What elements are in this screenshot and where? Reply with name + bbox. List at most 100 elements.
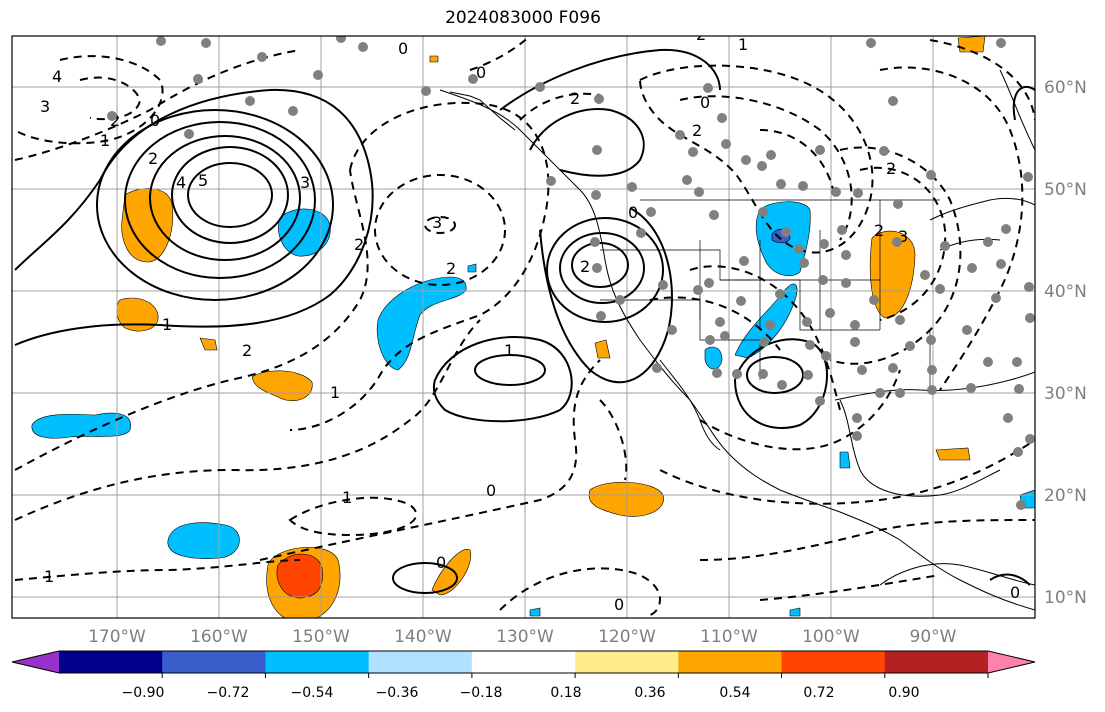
orange-shade — [199, 337, 218, 351]
colorbar-tick-label: −0.18 — [460, 685, 503, 701]
colorbar-extend-low — [12, 651, 59, 673]
contour-label: 0 — [476, 63, 486, 82]
contour-label: 2 — [886, 159, 896, 178]
contour-label: 0 — [150, 111, 160, 130]
colorbar-segment — [265, 651, 370, 673]
blue-shade — [839, 451, 851, 469]
contour-label: 1 — [738, 35, 748, 54]
gridlines — [12, 36, 1035, 618]
lon-label: 120°W — [598, 627, 656, 647]
contour-label: 0 — [628, 203, 638, 222]
blue-shade — [529, 607, 541, 617]
longitude-labels: 170°W 160°W 150°W 140°W 130°W 120°W 110°… — [88, 627, 957, 647]
colorbar-extend-high — [988, 651, 1035, 673]
blue-shade — [789, 607, 801, 617]
lon-label: 140°W — [394, 627, 452, 647]
contour-label: 3 — [40, 97, 50, 116]
positive-contours — [14, 48, 1035, 594]
colorbar-segment — [884, 651, 989, 673]
orange-shade — [588, 481, 664, 517]
colorbar-segment — [678, 651, 783, 673]
colorbar-tick-label: −0.72 — [207, 685, 250, 701]
contour-label: 2 — [446, 259, 456, 278]
lon-label: 110°W — [700, 627, 758, 647]
colorbar-outline — [11, 650, 1036, 674]
contour-label: 1 — [100, 131, 110, 150]
contour-label: 5 — [198, 171, 208, 190]
coastlines — [439, 69, 1035, 611]
contour-label: 2 — [354, 235, 364, 254]
contour-label: 0 — [1010, 583, 1020, 602]
lat-label: 40°N — [1044, 282, 1087, 302]
contour-label: 0 — [436, 553, 446, 572]
contour-label: 2 — [692, 121, 702, 140]
lon-label: 150°W — [292, 627, 350, 647]
contour-label: 2 — [242, 341, 252, 360]
orange-shade — [935, 447, 971, 461]
lat-label: 50°N — [1044, 180, 1087, 200]
blue-shade — [278, 208, 331, 257]
contour-label: 2 — [570, 89, 580, 108]
contour-label: 1 — [342, 488, 352, 507]
contour-label: 2 — [580, 257, 590, 276]
orange-shade — [957, 36, 986, 53]
latitude-labels: 60°N 50°N 40°N 30°N 20°N 10°N — [1044, 78, 1087, 608]
contour-label: 1 — [330, 383, 340, 402]
colorbar — [11, 650, 1036, 678]
lat-label: 10°N — [1044, 588, 1087, 608]
contour-label: 0 — [486, 481, 496, 500]
orange-shade — [594, 339, 611, 359]
lat-label: 30°N — [1044, 384, 1087, 404]
orange-shade — [869, 230, 916, 319]
lon-label: 170°W — [88, 627, 146, 647]
colorbar-tick-label: −0.36 — [376, 685, 419, 701]
contour-label: 2 — [874, 221, 884, 240]
colorbar-tick-label: 0.72 — [803, 685, 834, 701]
blue-shade — [467, 263, 477, 273]
station-dots — [107, 36, 1035, 510]
contour-label: 1 — [162, 315, 172, 334]
colorbar-segment — [162, 651, 266, 673]
contour-label: 0 — [700, 93, 710, 112]
orange-shade — [431, 549, 472, 596]
contour-label: 1 — [504, 341, 514, 360]
contour-label: 0 — [614, 595, 624, 614]
blue-shade — [704, 346, 723, 370]
lon-label: 100°W — [802, 627, 860, 647]
lat-label: 60°N — [1044, 78, 1087, 98]
negative-contours — [14, 36, 1035, 616]
blue-shade — [31, 412, 131, 439]
colorbar-tick-label: −0.90 — [122, 685, 165, 701]
colorbar-segment — [471, 651, 576, 673]
blue-shade — [734, 283, 798, 359]
orange-shade — [429, 55, 439, 63]
contour-label: 4 — [176, 173, 186, 192]
contour-label: 3 — [898, 227, 908, 246]
contour-label: 2 — [696, 25, 706, 44]
lat-label: 20°N — [1044, 486, 1087, 506]
colorbar-tick-label: 0.54 — [719, 685, 750, 701]
contour-label: 1 — [44, 567, 54, 586]
red-shade — [276, 553, 323, 599]
colorbar-segment — [368, 651, 473, 673]
colorbar-tick-labels: −0.90 −0.72 −0.54 −0.36 −0.18 0.18 0.36 … — [122, 685, 920, 701]
lon-label: 160°W — [190, 627, 248, 647]
contour-label: 3 — [432, 213, 442, 232]
lon-label: 90°W — [910, 627, 957, 647]
contour-label-group: 4 3 2 1 0 2 4 5 3 1 2 3 2 1 2 0 0 2 2 2 … — [40, 25, 1020, 614]
colorbar-tick-label: 0.36 — [634, 685, 665, 701]
map-frame — [11, 35, 1036, 619]
lon-label: 130°W — [496, 627, 554, 647]
colorbar-tick-label: −0.54 — [291, 685, 334, 701]
colorbar-tick-label: 0.18 — [550, 685, 581, 701]
blue-shade — [167, 522, 240, 559]
contour-label: 2 — [148, 149, 158, 168]
colorbar-tick-label: 0.90 — [888, 685, 919, 701]
colorbar-segment — [575, 651, 679, 673]
contour-label: 4 — [52, 67, 62, 86]
colorbar-segment — [781, 651, 886, 673]
map-title: 2024083000 F096 — [445, 8, 601, 28]
contour-label: 0 — [398, 39, 408, 58]
contour-label: 3 — [300, 173, 310, 192]
